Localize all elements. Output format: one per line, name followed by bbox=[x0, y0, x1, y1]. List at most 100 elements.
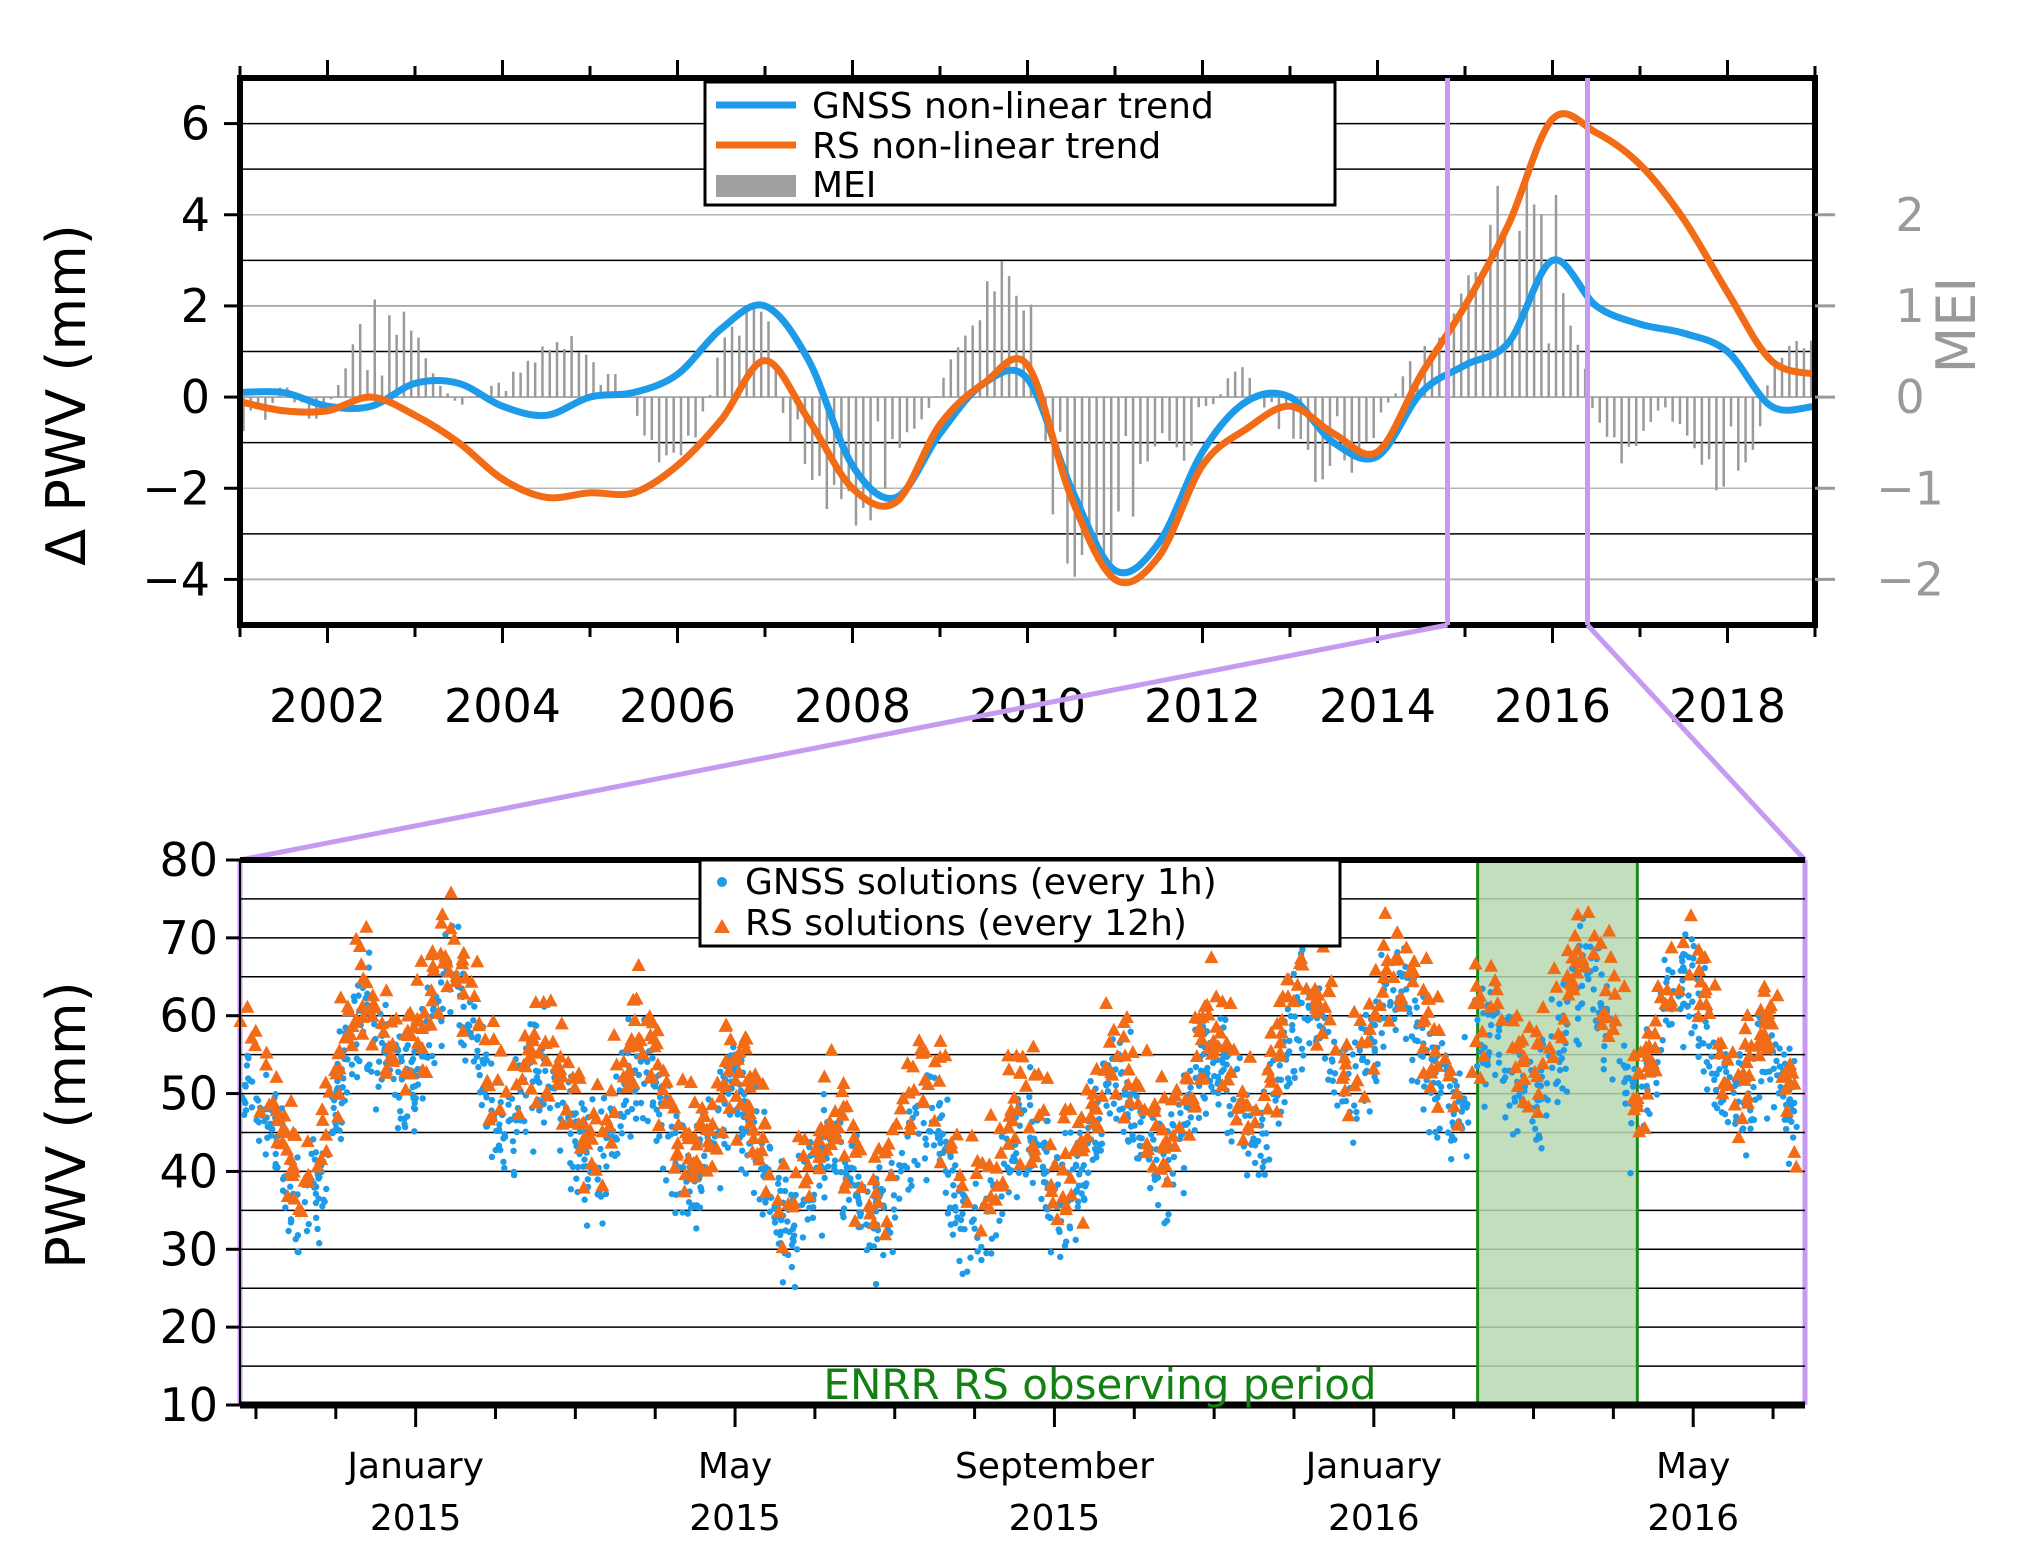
rs-point bbox=[866, 1215, 881, 1229]
gnss-point bbox=[305, 1220, 312, 1228]
gnss-point bbox=[1381, 1014, 1388, 1022]
gnss-point bbox=[974, 1248, 981, 1255]
rs-point bbox=[1405, 974, 1420, 988]
rs-point bbox=[1640, 1086, 1655, 1100]
bottom-y-tick-label: 10 bbox=[159, 1378, 218, 1432]
rs-point bbox=[1147, 1099, 1162, 1113]
rs-point bbox=[1309, 1037, 1324, 1051]
top-y-tick-label: −4 bbox=[142, 552, 210, 606]
rs-point bbox=[1354, 1035, 1369, 1049]
rs-point bbox=[669, 1147, 684, 1161]
rs-point bbox=[1366, 1061, 1381, 1075]
rs-point bbox=[1430, 1099, 1445, 1113]
gnss-point bbox=[1742, 1152, 1750, 1159]
gnss-point bbox=[1438, 1040, 1446, 1047]
gnss-point bbox=[611, 1152, 619, 1160]
rs-point bbox=[812, 1161, 827, 1175]
rs-point bbox=[1393, 998, 1408, 1012]
rs-point bbox=[1606, 1021, 1621, 1035]
gnss-point bbox=[684, 1210, 692, 1217]
gnss-point bbox=[949, 1231, 957, 1238]
rs-point bbox=[456, 945, 471, 959]
rs-point bbox=[1632, 1124, 1647, 1138]
rs-point bbox=[1221, 1072, 1236, 1086]
gnss-point bbox=[1082, 1182, 1089, 1190]
rs-point bbox=[286, 1160, 301, 1174]
rs-point bbox=[1209, 1039, 1224, 1053]
rs-point bbox=[973, 1223, 988, 1237]
gnss-point bbox=[672, 1129, 679, 1136]
top-legend: GNSS non-linear trend RS non-linear tren… bbox=[703, 80, 1337, 207]
rs-point bbox=[1328, 1042, 1343, 1056]
gnss-point bbox=[816, 1182, 823, 1189]
gnss-point bbox=[532, 1067, 540, 1074]
bottom-x-ticks: January 2015 May 2015 September 2015 January 20… bbox=[254, 1405, 1775, 1539]
rs-point bbox=[655, 1082, 670, 1096]
gnss-point bbox=[852, 1192, 860, 1200]
rs-point bbox=[1089, 1061, 1104, 1075]
rs-point bbox=[554, 1068, 569, 1082]
gnss-point bbox=[334, 1077, 341, 1085]
gnss-point bbox=[447, 1008, 454, 1016]
zoom-connector-left bbox=[239, 622, 1448, 863]
rs-point bbox=[953, 1168, 968, 1182]
gnss-point bbox=[649, 1054, 656, 1062]
gnss-point bbox=[838, 1168, 845, 1176]
rs-point bbox=[1106, 1022, 1121, 1036]
rs-point bbox=[1117, 1110, 1132, 1124]
rs-point bbox=[828, 1104, 843, 1118]
gnss-point bbox=[578, 1100, 585, 1107]
gnss-point bbox=[739, 1147, 746, 1154]
gnss-point bbox=[1061, 1129, 1069, 1137]
rs-point bbox=[403, 1005, 418, 1019]
rs-point bbox=[1172, 1119, 1187, 1133]
top-y-ticks: −4 −2 0 2 4 6 bbox=[142, 97, 240, 606]
gnss-point bbox=[488, 1096, 496, 1104]
gnss-point bbox=[937, 1139, 944, 1147]
gnss-point bbox=[584, 1176, 592, 1183]
legend-rs-marker bbox=[714, 919, 730, 933]
gnss-point bbox=[1361, 1069, 1369, 1077]
rs-point bbox=[848, 1144, 863, 1158]
gnss-point bbox=[793, 1246, 801, 1253]
rs-point bbox=[1338, 1056, 1353, 1070]
gnss-point bbox=[1200, 1068, 1207, 1075]
rs-point bbox=[1602, 923, 1617, 937]
rs-point bbox=[1421, 1004, 1436, 1018]
gnss-point bbox=[637, 1099, 645, 1107]
gnss-point bbox=[1008, 1157, 1016, 1164]
gnss-point bbox=[1236, 1054, 1243, 1062]
rs-point bbox=[1475, 1024, 1490, 1038]
rs-point bbox=[1648, 1026, 1663, 1040]
rs-point bbox=[714, 1089, 729, 1103]
gnss-point bbox=[1321, 1055, 1329, 1062]
gnss-point bbox=[1487, 1021, 1495, 1029]
rs-point bbox=[675, 1072, 690, 1086]
gnss-point bbox=[1373, 1077, 1380, 1085]
gnss-point bbox=[1284, 1006, 1292, 1013]
rs-point bbox=[1318, 999, 1333, 1013]
rs-point bbox=[553, 1049, 568, 1063]
rs-point bbox=[1139, 1136, 1154, 1150]
gnss-point bbox=[597, 1145, 604, 1153]
gnss-point bbox=[1067, 1129, 1074, 1136]
gnss-point bbox=[439, 1005, 446, 1012]
rs-point bbox=[383, 1049, 398, 1063]
rs-point bbox=[722, 1100, 737, 1114]
gnss-point bbox=[294, 1248, 301, 1255]
rs-point bbox=[1560, 943, 1575, 957]
gnss-point bbox=[501, 1164, 508, 1172]
gnss-point bbox=[810, 1203, 817, 1211]
gnss-point bbox=[1783, 1116, 1791, 1123]
rs-point bbox=[561, 1055, 576, 1069]
rs-point bbox=[376, 1024, 391, 1038]
rs-point bbox=[1139, 1145, 1154, 1159]
gnss-point bbox=[1538, 1145, 1545, 1152]
top-right-y-tick-label: 0 bbox=[1895, 370, 1924, 424]
rs-point bbox=[846, 1117, 861, 1131]
gnss-point bbox=[766, 1145, 774, 1152]
gnss-point bbox=[1331, 1070, 1339, 1077]
rs-point bbox=[1194, 1031, 1209, 1045]
gnss-point bbox=[848, 1142, 855, 1149]
gnss-point bbox=[242, 1099, 249, 1107]
